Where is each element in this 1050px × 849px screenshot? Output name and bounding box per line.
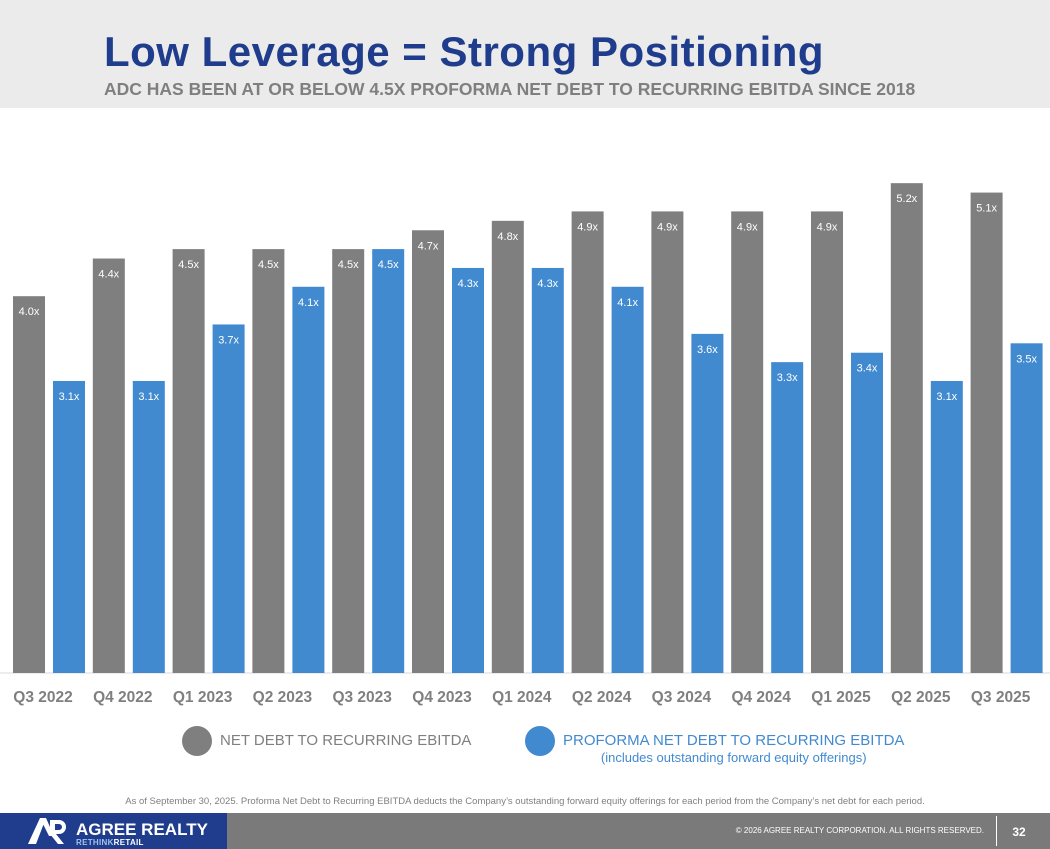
proforma-bar-q3-2025 [1010,343,1043,673]
page-subtitle: ADC HAS BEEN AT OR BELOW 4.5X PROFORMA N… [104,79,916,99]
data-label: 4.1x [617,297,638,309]
data-label: 5.2x [896,193,917,205]
net-debt-bar-q1-2025 [811,211,843,674]
net-debt-bar-q2-2023 [252,249,285,673]
data-label: 4.1x [298,297,319,309]
data-label: 4.5x [258,259,279,271]
page-title: Low Leverage = Strong Positioning [104,28,825,75]
data-label: 4.7x [418,240,439,252]
legend-proforma-sublabel: (includes outstanding forward equity off… [600,750,867,765]
proforma-bar-q2-2023 [292,286,325,673]
data-label: 4.5x [338,259,359,271]
data-label: 4.9x [657,221,678,233]
logo-tagline-rethink: RETHINK [76,838,114,847]
x-tick-label: Q4 2024 [731,689,791,706]
x-tick-label: Q2 2024 [572,689,632,706]
x-tick-label: Q1 2025 [811,689,871,706]
data-label: 3.1x [138,391,159,403]
x-tick-label: Q4 2022 [93,689,152,706]
data-label: 4.4x [98,269,119,281]
proforma-bar-q4-2023 [452,267,484,673]
x-tick-label: Q3 2022 [13,689,72,706]
net-debt-bar-q1-2024 [491,220,524,673]
logo-tagline-retail: RETAIL [113,838,144,847]
x-tick-label: Q1 2024 [492,689,552,706]
proforma-bar-q1-2023 [212,324,245,673]
data-label: 3.3x [777,372,798,384]
net-debt-bar-q3-2025 [970,192,1003,673]
legend-proforma: PROFORMA NET DEBT TO RECURRING EBITDA (i… [525,726,904,766]
proforma-bar-q3-2022 [53,380,85,673]
legend-net-debt-label: NET DEBT TO RECURRING EBITDA [220,732,472,749]
data-label: 4.5x [378,259,399,271]
proforma-bar-q3-2023 [372,249,405,673]
data-label: 3.1x [59,391,80,403]
x-tick-label: Q3 2024 [652,689,712,706]
company-logo: AGREE REALTY RETHINKRETAIL [0,813,227,849]
copyright-text: © 2026 AGREE REALTY CORPORATION. ALL RIG… [735,826,984,835]
data-label: 3.7x [218,334,239,346]
x-tick-label: Q4 2023 [412,689,472,706]
x-tick-label: Q3 2023 [332,689,392,706]
data-label: 5.1x [976,203,997,215]
page-number: 32 [1012,825,1026,839]
data-label: 3.5x [1016,353,1037,365]
data-label: 4.0x [19,306,40,318]
net-debt-bar-q3-2024 [651,211,684,674]
data-label: 4.5x [178,259,199,271]
legend-gray-swatch [182,726,212,756]
net-debt-bar-q4-2023 [412,230,444,673]
header-band [0,0,1050,108]
logo-company-name: AGREE REALTY [76,820,208,839]
x-tick-label: Q2 2025 [891,689,951,706]
footer-divider [996,816,997,846]
net-debt-bar-q4-2024 [731,211,764,674]
x-tick-label: Q3 2025 [971,689,1031,706]
net-debt-bar-q4-2022 [92,258,125,673]
x-tick-label: Q1 2023 [173,689,233,706]
agree-logo-icon [28,818,66,844]
proforma-bar-q1-2024 [531,267,564,673]
logo-tagline: RETHINKRETAIL [76,838,144,847]
net-debt-bar-q1-2023 [172,249,205,673]
data-label: 4.8x [497,231,518,243]
proforma-bar-q3-2024 [691,333,724,673]
legend-net-debt: NET DEBT TO RECURRING EBITDA [182,726,471,756]
net-debt-bar-q2-2024 [571,211,604,674]
leverage-bar-chart: 4.0x 4.4x 4.5x 4.5x 4.5x 4.7x 4.8x 4.9x 4.9x 4.9x… [0,183,1050,706]
legend-blue-swatch [525,726,555,756]
data-label: 3.4x [857,363,878,375]
data-label: 4.3x [458,278,479,290]
proforma-bar-q4-2024 [771,362,804,673]
data-label: 4.9x [577,221,598,233]
legend-proforma-label: PROFORMA NET DEBT TO RECURRING EBITDA [563,732,905,749]
data-label: 4.3x [537,278,558,290]
proforma-bar-q2-2025 [930,380,963,673]
proforma-bar-q1-2025 [851,352,883,673]
net-debt-bar-q3-2023 [332,249,365,673]
net-debt-bar-q2-2025 [890,183,923,673]
data-label: 4.9x [817,221,838,233]
proforma-bar-q2-2024 [611,286,644,673]
net-debt-bar-q3-2022 [13,296,45,673]
x-tick-label: Q2 2023 [253,689,313,706]
proforma-bar-q4-2022 [132,380,165,673]
footnote: As of September 30, 2025. Proforma Net D… [125,796,925,807]
data-label: 3.1x [936,391,957,403]
data-label: 4.9x [737,221,758,233]
data-label: 3.6x [697,344,718,356]
